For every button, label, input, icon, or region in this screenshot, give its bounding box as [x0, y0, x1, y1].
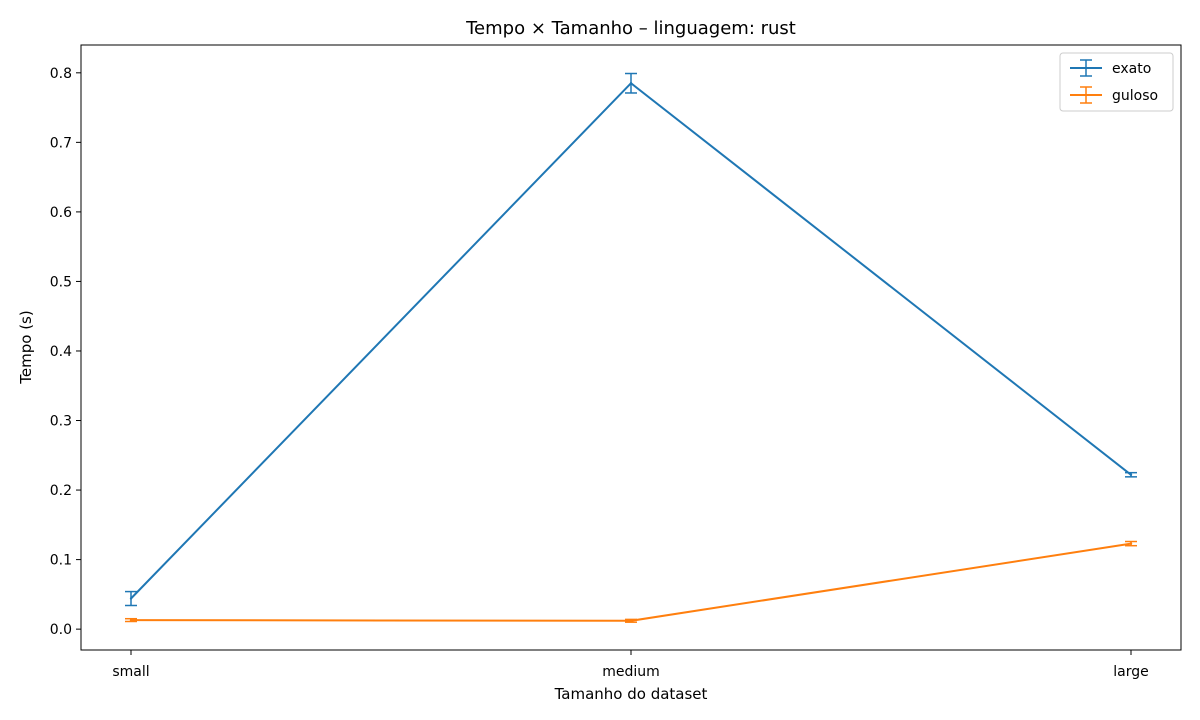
- x-axis-label: Tamanho do dataset: [554, 685, 708, 703]
- y-tick-label: 0.4: [50, 344, 72, 360]
- y-tick-label: 0.5: [50, 274, 72, 290]
- series-line-exato: [130, 81, 1132, 600]
- y-tick-label: 0.0: [50, 622, 72, 638]
- plot-area: 0.0 0.1 0.2 0.3 0.4 0.5 0.6 0.7 0.8 small medium la…: [50, 66, 1149, 680]
- data-point: [629, 82, 633, 85]
- legend-entry-guloso: guloso: [1070, 86, 1158, 104]
- error-bar: [625, 72, 637, 94]
- data-point: [129, 597, 133, 600]
- legend: exato guloso: [1059, 52, 1174, 112]
- data-point: [1129, 542, 1133, 545]
- y-axis-label: Tempo (s): [17, 310, 35, 384]
- y-tick-label: 0.7: [50, 135, 72, 151]
- error-bar: [1125, 471, 1137, 478]
- error-bar: [125, 590, 137, 607]
- y-tick-label: 0.3: [50, 414, 72, 430]
- y-tick-label: 0.8: [50, 66, 72, 82]
- error-bar: [125, 617, 137, 623]
- plot-frame: [80, 44, 1182, 651]
- error-bar: [625, 618, 637, 623]
- x-tick-label: small: [112, 664, 149, 680]
- y-tick-label: 0.2: [50, 483, 72, 499]
- chart-title: Tempo × Tamanho – linguagem: rust: [465, 18, 796, 39]
- data-point: [1129, 473, 1133, 476]
- error-bar: [1125, 540, 1137, 547]
- x-tick-label: large: [1113, 664, 1148, 680]
- y-tick-label: 0.1: [50, 553, 72, 569]
- data-point: [129, 618, 133, 622]
- legend-label: guloso: [1112, 88, 1158, 104]
- data-point: [629, 619, 633, 622]
- series-line-guloso: [130, 542, 1132, 622]
- y-tick-label: 0.6: [50, 205, 72, 221]
- legend-label: exato: [1112, 61, 1151, 77]
- legend-entry-exato: exato: [1070, 59, 1151, 77]
- x-tick-label: medium: [602, 664, 660, 680]
